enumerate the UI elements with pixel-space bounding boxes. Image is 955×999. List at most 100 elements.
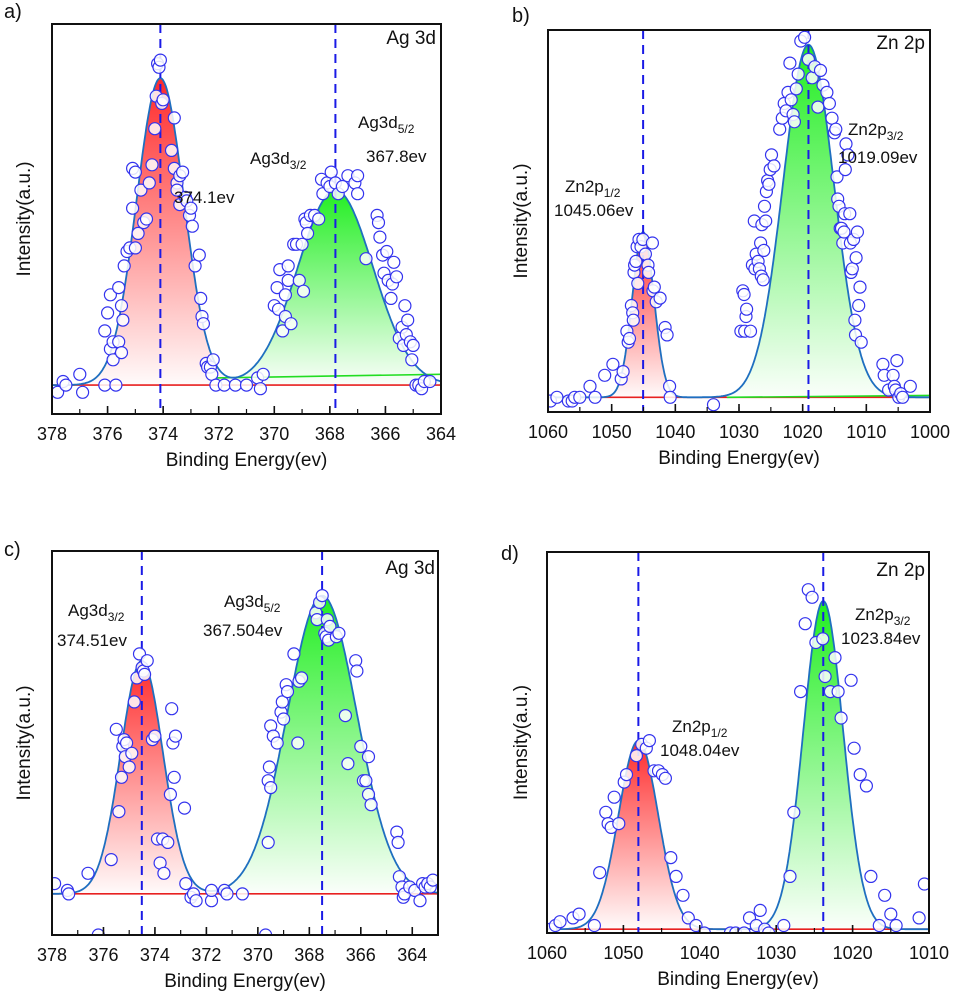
peak-fill-1 <box>706 44 911 398</box>
data-point <box>884 907 898 921</box>
data-point <box>148 729 162 743</box>
fit-envelope-line <box>548 43 930 399</box>
data-point <box>167 111 181 125</box>
x-tick-label: 1030 <box>719 422 759 442</box>
data-point <box>848 313 862 327</box>
data-point <box>813 63 828 78</box>
x-tick-label: 366 <box>370 424 400 444</box>
peak-name-label-0: Zn2p1/2 <box>672 717 728 740</box>
x-tick-label: 368 <box>294 945 324 965</box>
plot-area <box>52 551 438 935</box>
data-point <box>239 378 254 392</box>
data-point <box>398 299 412 313</box>
data-point <box>838 163 852 177</box>
panel-b: 1060 1050 1040 1030 1020 1010 1000 Binding Ener… <box>511 5 950 469</box>
data-point <box>281 259 295 273</box>
data-point <box>109 378 123 392</box>
data-point <box>52 877 62 891</box>
data-point <box>789 82 803 96</box>
data-point <box>647 280 661 294</box>
data-point <box>296 284 311 298</box>
peak-fill-0 <box>65 78 255 386</box>
data-point <box>73 367 87 381</box>
data-point <box>697 926 711 933</box>
data-point <box>176 165 190 179</box>
data-point <box>52 385 65 399</box>
data-point <box>787 805 801 819</box>
data-point <box>830 170 844 184</box>
peak-name-label-0: Ag3d3/2 <box>68 601 125 624</box>
peak-value-label-0: 374.1ev <box>174 188 235 207</box>
x-tick-label: 372 <box>204 424 234 444</box>
data-point <box>572 907 586 921</box>
data-point <box>140 654 154 668</box>
data-point <box>426 873 438 887</box>
peak-fill-1 <box>185 190 441 386</box>
data-point <box>612 816 626 831</box>
data-point <box>194 291 208 305</box>
x-tick-label: 378 <box>37 945 67 965</box>
x-tick-label: 366 <box>346 945 376 965</box>
data-point <box>256 367 270 381</box>
y-axis-label: Intensity(a.u.) <box>14 161 35 276</box>
data-point <box>114 299 129 313</box>
data-point <box>341 756 355 771</box>
y-axis-label: Intensity(a.u.) <box>511 685 532 800</box>
data-point <box>588 390 602 404</box>
data-point <box>295 671 309 685</box>
data-point <box>125 746 139 760</box>
data-point <box>291 736 305 750</box>
data-point <box>662 379 677 393</box>
data-point <box>259 928 273 935</box>
data-point <box>783 56 797 70</box>
plot-area <box>52 24 441 414</box>
data-point <box>264 780 278 795</box>
data-point <box>767 159 781 173</box>
data-point <box>837 225 851 239</box>
data-point <box>284 317 298 331</box>
x-tick-label: 1050 <box>603 943 643 963</box>
x-tick-label: 1050 <box>592 422 632 442</box>
data-point <box>638 247 653 261</box>
data-point <box>354 739 368 754</box>
data-point <box>189 894 203 908</box>
data-point <box>847 741 861 755</box>
x-tick-label: 1000 <box>910 422 950 442</box>
data-point <box>220 887 234 901</box>
data-point <box>192 248 206 262</box>
data-point <box>405 353 419 367</box>
data-point <box>406 338 420 352</box>
data-point <box>98 324 112 338</box>
data-point <box>853 280 867 294</box>
data-point <box>756 273 770 287</box>
data-point <box>820 85 834 100</box>
x-tick-label: 376 <box>88 945 118 965</box>
data-point <box>131 226 145 240</box>
data-point <box>843 207 857 221</box>
x-axis-label: Binding Energy(ev) <box>658 448 820 469</box>
data-point <box>739 302 754 316</box>
data-point <box>753 903 767 918</box>
x-tick-label: 1010 <box>909 943 949 963</box>
data-point <box>204 883 219 898</box>
data-point <box>642 733 657 748</box>
data-point <box>261 835 275 850</box>
data-point <box>783 869 797 884</box>
data-point <box>217 378 231 392</box>
plot-area <box>548 30 930 412</box>
data-point <box>583 379 597 393</box>
x-tick-label: 1060 <box>528 422 568 442</box>
peak-value-label-0: 1045.06ev <box>554 201 634 220</box>
x-tick-label: 364 <box>397 945 427 965</box>
data-point <box>822 96 837 111</box>
peak-value-label-1: 1019.09ev <box>838 148 918 167</box>
data-point <box>663 390 677 404</box>
panel-label: c) <box>4 539 21 561</box>
peak-value-label-0: 1048.04ev <box>660 741 740 760</box>
data-point <box>818 669 832 684</box>
peak-name-label-0: Ag3d3/2 <box>250 149 307 172</box>
peak-fill-1 <box>183 595 438 894</box>
data-point <box>889 918 903 933</box>
data-point <box>145 158 159 172</box>
